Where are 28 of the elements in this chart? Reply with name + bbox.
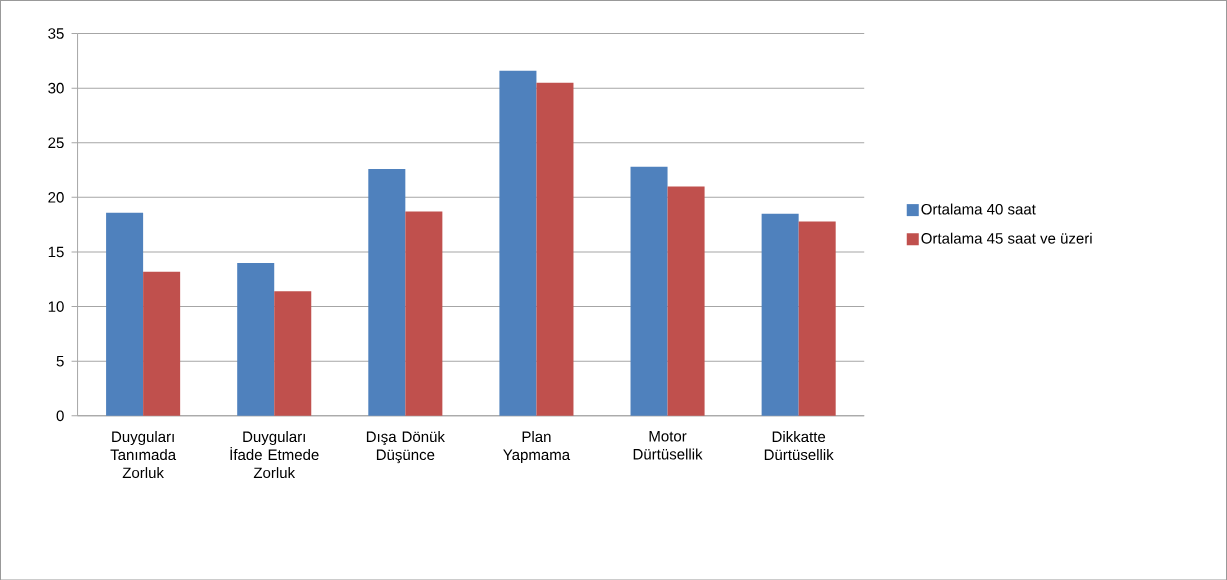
y-tick-label: 25 xyxy=(48,137,64,148)
x-tick-label: Dışa Dönük Düşünce xyxy=(366,430,445,463)
x-tick-label: Duyguları Tanımada Zorluk xyxy=(110,430,177,478)
bar xyxy=(106,212,144,416)
x-tick-label: Dikkatte Dürtüsellik xyxy=(764,430,834,460)
x-tick-label: Motor Dürtüsellik xyxy=(633,430,703,460)
x-tick-label: Duyguları İfade Etmede Zorluk xyxy=(230,430,319,478)
y-tick-label: 20 xyxy=(48,191,64,203)
y-tick-label: 35 xyxy=(48,27,64,39)
bar xyxy=(761,213,799,416)
y-tick-label: 10 xyxy=(48,301,64,312)
bar xyxy=(368,168,406,416)
bar xyxy=(630,166,668,416)
bar xyxy=(536,82,574,416)
bar xyxy=(798,221,836,416)
y-tick-label: 15 xyxy=(48,246,64,257)
y-tick-label: 0 xyxy=(56,410,64,421)
bar xyxy=(405,211,443,416)
y-tick-label: 30 xyxy=(48,82,64,94)
bar xyxy=(143,271,181,416)
bar xyxy=(667,186,705,416)
y-tick-label: 5 xyxy=(56,355,64,367)
bar xyxy=(274,291,312,416)
legend-label: Ortalama 45 saat ve üzeri xyxy=(921,232,1092,244)
bar xyxy=(237,262,275,416)
legend-label: Ortalama 40 saat xyxy=(921,203,1036,215)
x-tick-label: Plan Yapmama xyxy=(503,430,571,463)
bar xyxy=(499,70,537,416)
